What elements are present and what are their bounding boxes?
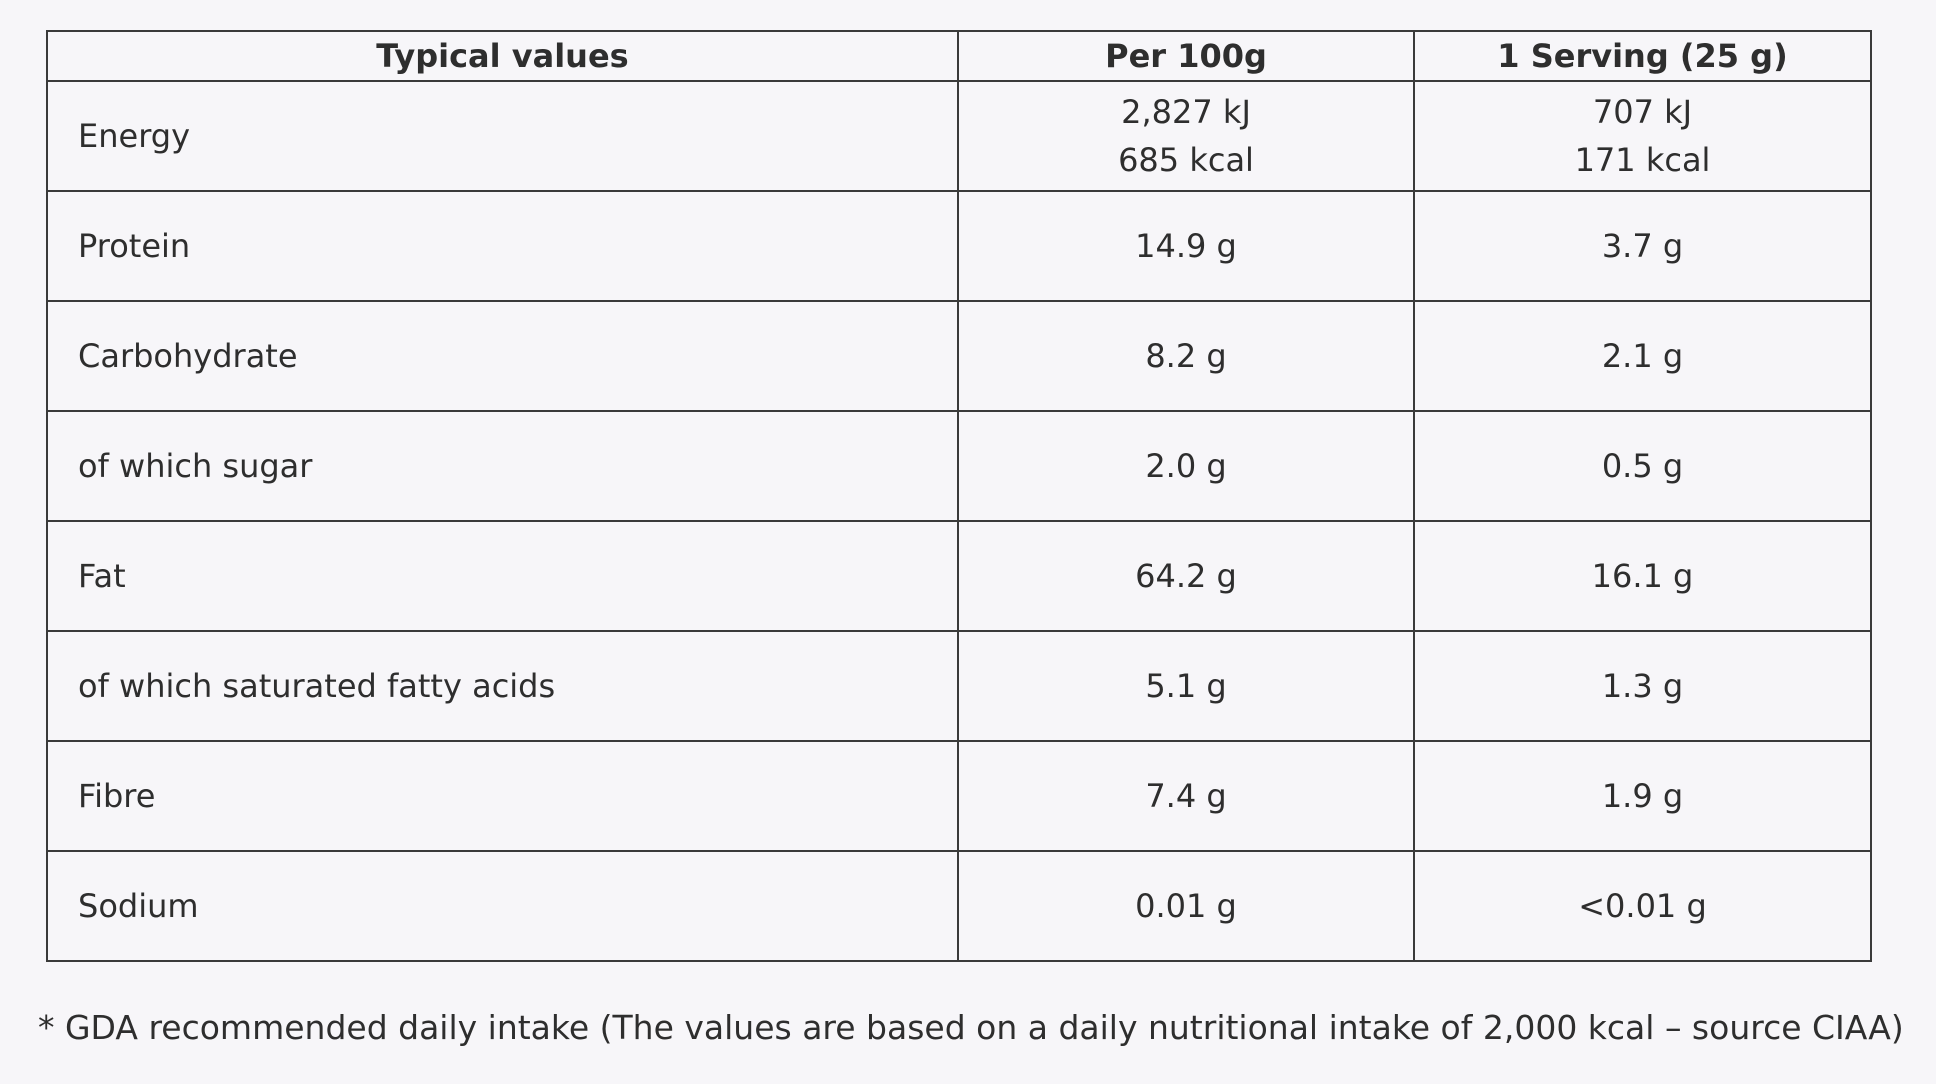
table-row: Energy 2,827 kJ 685 kcal 707 kJ 171 kcal	[46, 80, 1872, 192]
table-row: Fibre 7.4 g 1.9 g	[46, 740, 1872, 852]
table-row: Carbohydrate 8.2 g 2.1 g	[46, 300, 1872, 412]
saturated-fat-per-100g: 5.1 g	[957, 630, 1415, 742]
sugar-per-serving: 0.5 g	[1413, 410, 1872, 522]
nutrient-protein: Protein	[46, 190, 959, 302]
header-typical-values: Typical values	[46, 30, 959, 82]
fibre-per-serving: 1.9 g	[1413, 740, 1872, 852]
nutrition-table: Typical values Per 100g 1 Serving (25 g)…	[46, 30, 1872, 962]
nutrient-fibre: Fibre	[46, 740, 959, 852]
nutrient-fat: Fat	[46, 520, 959, 632]
nutrient-saturated-fat: of which saturated fatty acids	[46, 630, 959, 742]
table-header-row: Typical values Per 100g 1 Serving (25 g)	[46, 30, 1872, 82]
carbohydrate-per-serving: 2.1 g	[1413, 300, 1872, 412]
energy-per-serving: 707 kJ 171 kcal	[1413, 80, 1872, 192]
table-row: of which saturated fatty acids 5.1 g 1.3…	[46, 630, 1872, 742]
gda-footnote: * GDA recommended daily intake (The valu…	[38, 1008, 1904, 1047]
nutrient-sugar: of which sugar	[46, 410, 959, 522]
table-row: Fat 64.2 g 16.1 g	[46, 520, 1872, 632]
energy-per-serving-kcal: 171 kcal	[1574, 141, 1711, 179]
fat-per-serving: 16.1 g	[1413, 520, 1872, 632]
header-per-serving: 1 Serving (25 g)	[1413, 30, 1872, 82]
fat-per-100g: 64.2 g	[957, 520, 1415, 632]
nutrient-carbohydrate: Carbohydrate	[46, 300, 959, 412]
table-row: of which sugar 2.0 g 0.5 g	[46, 410, 1872, 522]
sodium-per-serving: <0.01 g	[1413, 850, 1872, 962]
nutrient-sodium: Sodium	[46, 850, 959, 962]
energy-per-100g: 2,827 kJ 685 kcal	[957, 80, 1415, 192]
energy-per-100g-kj: 2,827 kJ	[1121, 93, 1251, 131]
energy-per-100g-kcal: 685 kcal	[1118, 141, 1254, 179]
table-row: Protein 14.9 g 3.7 g	[46, 190, 1872, 302]
table-row: Sodium 0.01 g <0.01 g	[46, 850, 1872, 962]
protein-per-serving: 3.7 g	[1413, 190, 1872, 302]
carbohydrate-per-100g: 8.2 g	[957, 300, 1415, 412]
saturated-fat-per-serving: 1.3 g	[1413, 630, 1872, 742]
protein-per-100g: 14.9 g	[957, 190, 1415, 302]
fibre-per-100g: 7.4 g	[957, 740, 1415, 852]
sugar-per-100g: 2.0 g	[957, 410, 1415, 522]
energy-per-serving-kj: 707 kJ	[1592, 93, 1693, 131]
sodium-per-100g: 0.01 g	[957, 850, 1415, 962]
nutrient-energy: Energy	[46, 80, 959, 192]
header-per-100g: Per 100g	[957, 30, 1415, 82]
